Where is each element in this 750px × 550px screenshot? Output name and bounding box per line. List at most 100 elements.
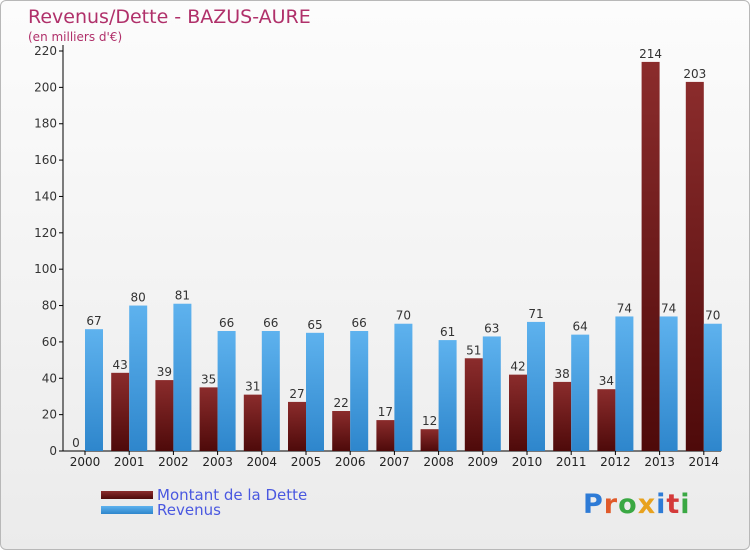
debt-bar bbox=[509, 374, 527, 451]
debt-bar bbox=[243, 394, 262, 451]
x-tick-label: 2001 bbox=[114, 455, 145, 469]
y-tick-label: 140 bbox=[34, 189, 57, 203]
y-tick-label: 40 bbox=[42, 371, 57, 385]
debt-bar bbox=[685, 81, 704, 451]
revenue-bar bbox=[85, 329, 103, 451]
data-label: 81 bbox=[175, 289, 190, 303]
logo-letter: t bbox=[666, 489, 681, 520]
x-tick-label: 2003 bbox=[202, 455, 233, 469]
debt-bar bbox=[553, 381, 572, 451]
legend-swatch-revenue bbox=[101, 506, 153, 514]
revenue-bar bbox=[173, 303, 192, 451]
bars bbox=[85, 61, 722, 452]
x-tick-label: 2008 bbox=[423, 455, 454, 469]
logo-letter: x bbox=[637, 489, 657, 520]
data-label: 35 bbox=[201, 372, 216, 386]
data-label: 71 bbox=[528, 307, 543, 321]
revenue-bar bbox=[482, 336, 501, 451]
legend-label-revenue: Revenus bbox=[157, 501, 221, 519]
y-tick-label: 120 bbox=[34, 226, 57, 240]
data-label: 214 bbox=[639, 47, 662, 61]
data-label: 27 bbox=[289, 387, 304, 401]
y-tick-label: 180 bbox=[34, 117, 57, 131]
data-label: 22 bbox=[334, 396, 349, 410]
data-label: 66 bbox=[352, 316, 367, 330]
logo-letter: o bbox=[618, 489, 638, 520]
x-tick-label: 2007 bbox=[379, 455, 410, 469]
revenue-bar bbox=[659, 316, 678, 451]
data-label: 17 bbox=[378, 405, 393, 419]
debt-bar bbox=[376, 420, 395, 451]
logo-letter: P bbox=[583, 489, 604, 520]
revenue-bar bbox=[394, 323, 413, 451]
debt-bar bbox=[332, 411, 351, 451]
proxiti-logo: Proxiti bbox=[583, 489, 691, 520]
data-label: 70 bbox=[705, 309, 720, 323]
x-tick-label: 2010 bbox=[512, 455, 543, 469]
y-tick-label: 60 bbox=[42, 335, 57, 349]
data-label: 51 bbox=[466, 343, 481, 357]
data-label: 34 bbox=[599, 374, 614, 388]
legend-item-debt: Montant de la Dette bbox=[101, 486, 308, 504]
logo-letter: i bbox=[656, 489, 667, 520]
legend-label-debt: Montant de la Dette bbox=[157, 486, 308, 504]
x-tick-label: 2002 bbox=[158, 455, 189, 469]
logo-letter: r bbox=[603, 489, 619, 520]
debt-bar bbox=[155, 380, 174, 451]
x-tick-label: 2011 bbox=[556, 455, 587, 469]
x-tick-label: 2014 bbox=[689, 455, 720, 469]
logo-letter: i bbox=[680, 489, 691, 520]
chart-subtitle: (en milliers d'€) bbox=[28, 30, 123, 44]
debt-bar bbox=[199, 387, 218, 451]
y-tick-label: 80 bbox=[42, 299, 57, 313]
data-label: 31 bbox=[245, 380, 260, 394]
y-tick-label: 0 bbox=[49, 444, 57, 458]
data-label: 38 bbox=[555, 367, 570, 381]
revenue-bar bbox=[217, 331, 236, 451]
debt-bar bbox=[111, 372, 130, 451]
revenue-bar bbox=[306, 332, 324, 451]
y-tick-label: 100 bbox=[34, 262, 57, 276]
x-tick-label: 2006 bbox=[335, 455, 366, 469]
revenue-bar bbox=[350, 331, 369, 451]
data-label: 65 bbox=[307, 318, 322, 332]
data-label: 67 bbox=[86, 314, 101, 328]
data-label: 39 bbox=[157, 365, 172, 379]
x-tick-label: 2000 bbox=[70, 455, 101, 469]
debt-bar bbox=[597, 389, 616, 451]
data-label: 66 bbox=[263, 316, 278, 330]
revenue-bar bbox=[703, 323, 722, 451]
data-label: 12 bbox=[422, 414, 437, 428]
data-label: 66 bbox=[219, 316, 234, 330]
data-label: 43 bbox=[113, 358, 128, 372]
data-label: 0 bbox=[72, 436, 80, 450]
revenue-bar bbox=[261, 331, 280, 451]
x-tick-label: 2009 bbox=[468, 455, 499, 469]
x-tick-label: 2004 bbox=[247, 455, 278, 469]
data-label: 70 bbox=[396, 309, 411, 323]
revenue-bar bbox=[527, 321, 545, 451]
x-tick-label: 2005 bbox=[291, 455, 322, 469]
data-label: 74 bbox=[617, 301, 632, 315]
data-label: 61 bbox=[440, 325, 455, 339]
x-tick-label: 2013 bbox=[644, 455, 675, 469]
revenue-bar bbox=[571, 334, 590, 451]
legend-item-revenue: Revenus bbox=[101, 501, 221, 519]
y-tick-label: 160 bbox=[34, 153, 57, 167]
debt-bar bbox=[288, 401, 306, 451]
revenue-bar bbox=[129, 305, 148, 451]
data-label: 74 bbox=[661, 301, 676, 315]
revenue-bar bbox=[438, 340, 457, 451]
y-tick-label: 20 bbox=[42, 408, 57, 422]
legend-swatch-debt bbox=[101, 491, 153, 499]
chart-title: Revenus/Dette - BAZUS-AURE bbox=[28, 6, 311, 28]
data-label: 203 bbox=[683, 67, 706, 81]
data-label: 80 bbox=[131, 291, 146, 305]
revenue-bar bbox=[615, 316, 634, 451]
x-tick-label: 2012 bbox=[600, 455, 631, 469]
debt-bar bbox=[464, 358, 483, 451]
data-label: 42 bbox=[510, 360, 525, 374]
